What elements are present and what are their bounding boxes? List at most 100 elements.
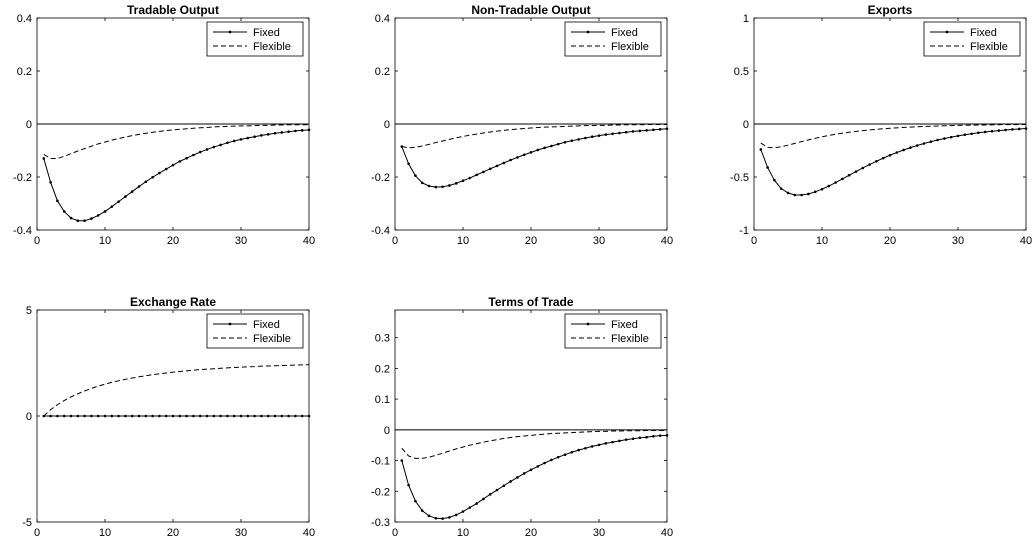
- data-point-fixed: [645, 129, 648, 132]
- legend: Fixed Flexible: [564, 21, 662, 57]
- data-point-fixed: [516, 156, 519, 159]
- data-point-fixed: [611, 132, 614, 136]
- data-point-fixed: [49, 414, 52, 418]
- y-tick-label: 0: [26, 411, 32, 423]
- data-point-fixed: [977, 131, 980, 135]
- legend-label-fixed: Fixed: [970, 27, 997, 39]
- data-point-fixed: [820, 187, 824, 191]
- data-point-fixed: [434, 185, 438, 189]
- data-point-fixed: [164, 167, 168, 171]
- data-point-fixed: [192, 153, 195, 157]
- data-point-fixed: [793, 193, 797, 197]
- x-tick-label: 30: [235, 235, 247, 247]
- data-point-fixed: [62, 210, 66, 213]
- data-point-fixed: [543, 146, 546, 150]
- data-point-fixed: [475, 502, 478, 505]
- data-point-fixed: [185, 414, 188, 418]
- series-line-fixed: [401, 434, 668, 520]
- data-point-fixed: [522, 472, 526, 475]
- legend-box: [564, 21, 662, 57]
- legend-label-fixed: Fixed: [611, 27, 638, 39]
- x-tick-label: 40: [303, 235, 315, 247]
- data-point-fixed: [124, 414, 127, 418]
- x-tick-label: 30: [593, 235, 605, 247]
- y-tick-label: 0.2: [375, 66, 390, 78]
- y-tick-label: 0.2: [375, 363, 390, 375]
- y-tick-label: -1: [739, 225, 749, 237]
- data-point-fixed: [300, 414, 304, 418]
- data-point-fixed: [198, 150, 202, 154]
- data-point-fixed: [590, 445, 594, 448]
- data-point-fixed: [895, 151, 899, 154]
- data-point-fixed: [773, 178, 776, 182]
- data-point-fixed: [420, 509, 424, 512]
- y-tick-label: -0.2: [13, 172, 32, 184]
- data-point-fixed: [604, 133, 608, 136]
- data-point-fixed: [488, 167, 492, 171]
- data-point-fixed: [441, 185, 444, 189]
- data-point-fixed: [294, 414, 297, 418]
- y-tick-label: -0.2: [371, 486, 390, 498]
- y-tick-label: 0.4: [375, 13, 390, 25]
- data-point-fixed: [103, 210, 107, 213]
- legend-box: [923, 21, 1021, 57]
- data-point-fixed: [287, 130, 290, 133]
- data-point-fixed: [766, 166, 769, 169]
- data-point-fixed: [570, 139, 574, 142]
- data-point-fixed: [618, 131, 621, 135]
- data-point-fixed: [83, 219, 86, 223]
- data-point-fixed: [130, 414, 134, 418]
- y-tick-label: 0: [384, 425, 390, 437]
- series-line-flexible: [43, 124, 309, 159]
- legend-box: [564, 313, 662, 349]
- data-point-fixed: [400, 459, 404, 462]
- data-point-fixed: [665, 127, 669, 131]
- x-tick-label: 20: [525, 235, 537, 247]
- data-point-fixed: [110, 205, 114, 208]
- data-point-fixed: [253, 135, 256, 139]
- data-point-fixed: [212, 145, 216, 149]
- data-point-fixed: [584, 446, 587, 450]
- data-point-fixed: [294, 129, 297, 133]
- data-point-fixed: [807, 192, 810, 196]
- legend: Fixed Flexible: [564, 313, 662, 349]
- data-point-fixed: [495, 164, 499, 168]
- data-point-fixed: [834, 181, 837, 184]
- data-point-fixed: [482, 170, 485, 174]
- data-point-fixed: [997, 129, 1001, 132]
- x-tick-label: 0: [751, 235, 757, 247]
- data-point-fixed: [468, 176, 472, 180]
- data-point-fixed: [949, 135, 953, 139]
- data-point-fixed: [550, 458, 553, 462]
- data-point-fixed: [618, 439, 621, 443]
- data-point-fixed: [536, 465, 540, 468]
- x-tick-label: 20: [167, 527, 179, 539]
- data-point-fixed: [915, 144, 919, 147]
- data-point-fixed: [922, 142, 926, 145]
- data-point-fixed: [232, 139, 236, 143]
- data-point-fixed: [990, 129, 994, 133]
- data-point-fixed: [96, 214, 100, 217]
- data-point-fixed: [482, 497, 485, 501]
- data-point-fixed: [117, 200, 120, 203]
- panel-title: Tradable Output: [127, 3, 219, 17]
- data-point-fixed: [69, 216, 73, 220]
- series-line-flexible: [43, 364, 310, 417]
- data-point-fixed: [536, 148, 540, 152]
- data-point-fixed: [454, 513, 458, 517]
- data-point-fixed: [624, 438, 628, 441]
- data-point-fixed: [273, 414, 277, 418]
- data-point-fixed: [219, 414, 222, 418]
- data-point-fixed: [198, 414, 202, 418]
- data-point-fixed: [178, 414, 182, 418]
- data-point-fixed: [570, 450, 574, 454]
- y-tick-label: 1: [743, 13, 749, 25]
- legend-label-flexible: Flexible: [611, 333, 649, 345]
- data-point-fixed: [273, 131, 277, 135]
- data-point-fixed: [407, 483, 410, 487]
- data-point-fixed: [137, 414, 141, 418]
- data-point-fixed: [212, 414, 216, 418]
- data-point-fixed: [929, 140, 933, 143]
- data-point-fixed: [604, 442, 608, 445]
- legend-label-fixed: Fixed: [611, 319, 638, 331]
